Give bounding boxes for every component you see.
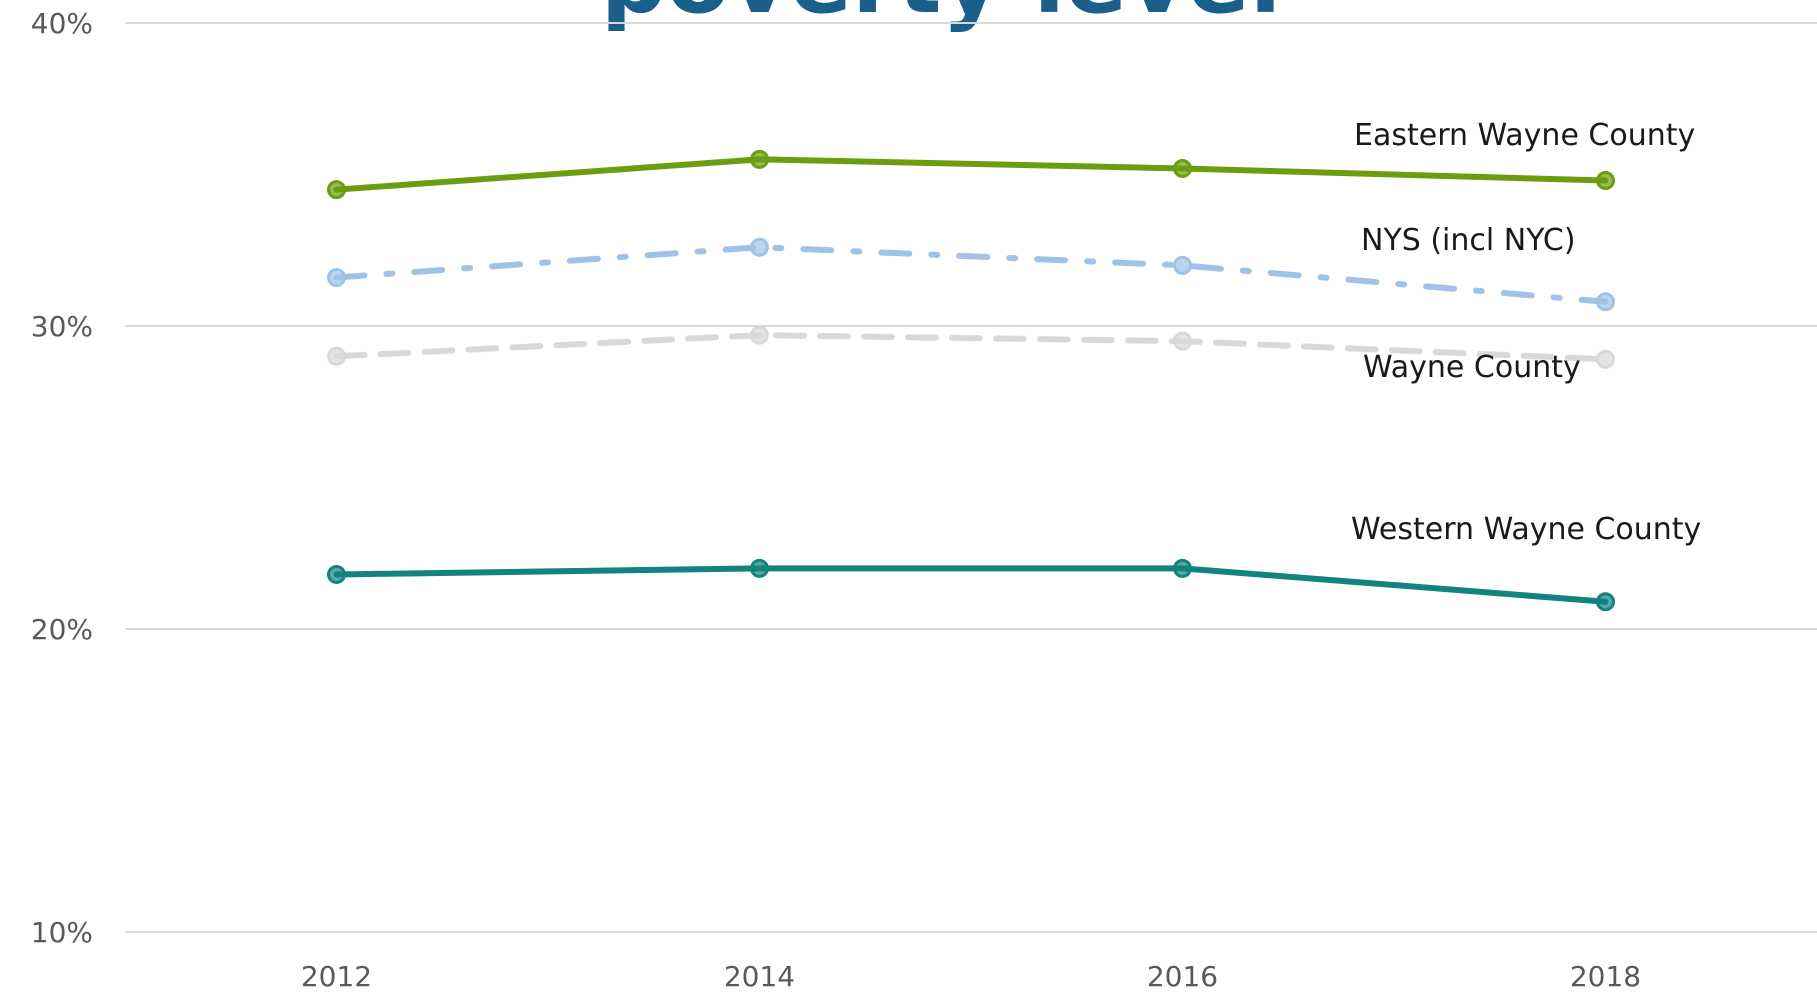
x-tick-label: 2016 (1147, 960, 1218, 993)
series-label: Eastern Wayne County (1354, 118, 1695, 153)
marker (1596, 592, 1615, 612)
marker (1596, 292, 1615, 312)
marker (1173, 255, 1192, 275)
x-tick-label: 2018 (1570, 960, 1641, 993)
y-tick-label: 30% (31, 310, 93, 343)
series-label: Wayne County (1363, 350, 1581, 385)
x-tick-label: 2014 (724, 960, 795, 993)
series-line (333, 244, 1609, 305)
marker (750, 149, 769, 169)
marker (1596, 171, 1615, 191)
marker (327, 180, 346, 200)
marker (1173, 558, 1192, 578)
y-tick-label: 20% (31, 613, 93, 646)
marker (750, 237, 769, 257)
y-tick-label: 40% (31, 7, 93, 40)
series-line (333, 565, 1609, 605)
y-tick-label: 10% (31, 916, 93, 949)
marker (327, 268, 346, 288)
x-tick-label: 2012 (301, 960, 372, 993)
marker (1173, 158, 1192, 178)
marker (750, 325, 769, 345)
series-label: NYS (incl NYC) (1361, 223, 1576, 258)
marker (1596, 349, 1615, 369)
series-label: Western Wayne County (1351, 512, 1701, 547)
chart-title: poverty level (601, 0, 1282, 34)
series-line (333, 332, 1609, 363)
marker (750, 558, 769, 578)
marker (327, 346, 346, 366)
marker (327, 564, 346, 584)
marker (1173, 331, 1192, 351)
series-line (333, 156, 1609, 193)
